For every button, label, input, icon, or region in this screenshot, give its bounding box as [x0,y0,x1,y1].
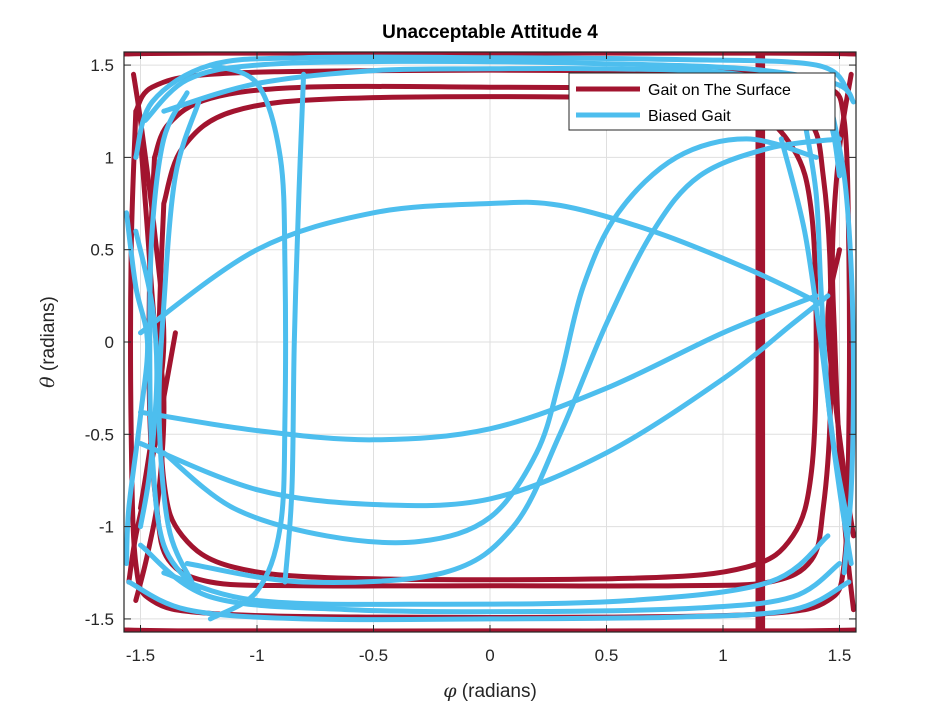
series-line [778,136,852,530]
x-axis-symbol: φ [443,680,457,702]
series-line [282,71,307,585]
series-line [207,62,289,622]
x-tick-label: -1.5 [126,646,155,665]
x-tick-label: 1.5 [828,646,852,665]
y-tick-label: 1.5 [90,56,114,75]
series-line [156,99,202,585]
y-tick-label: 0.5 [90,241,114,260]
legend-label-biased-gait: Biased Gait [648,108,731,125]
series-line [184,136,842,585]
series-line [133,228,160,530]
x-tick-label: -0.5 [359,646,388,665]
y-tick-label: 1 [105,148,114,167]
y-axis-symbol: θ [37,376,59,388]
series-line [156,94,819,583]
legend-box [568,72,836,131]
y-tick-label: -1.5 [85,610,114,629]
series-line [133,54,852,160]
legend-label-gait-on-surface: Gait on The Surface [648,82,791,99]
series-line [138,293,831,509]
series-line [161,533,831,607]
series-line [138,293,819,443]
x-tick-label: -1 [249,646,264,665]
series-line [124,210,151,566]
y-axis-unit: (radians) [38,296,59,376]
legend: Gait on The Surface Biased Gait [568,72,836,131]
x-tick-label: 1 [718,646,727,665]
x-axis-label: φ (radians) [443,680,537,702]
series-line [161,136,819,546]
y-tick-label: -1 [99,518,114,537]
y-tick-label: -0.5 [85,425,114,444]
series-line [825,90,856,576]
series-line [138,542,842,615]
x-tick-label: 0.5 [595,646,619,665]
chart-title: Unacceptable Attitude 4 [382,22,598,43]
series-line [126,579,852,623]
x-tick-label: 0 [485,646,494,665]
series-line [138,199,819,336]
y-axis-label: θ (radians) [37,296,59,388]
ticks: -1.5 -1 -0.5 0 0.5 1 1.5 -1.5 -1 -0.5 0 0.5 1 1.5 [85,52,856,665]
x-axis-unit: (radians) [457,681,537,702]
y-tick-label: 0 [105,333,114,352]
